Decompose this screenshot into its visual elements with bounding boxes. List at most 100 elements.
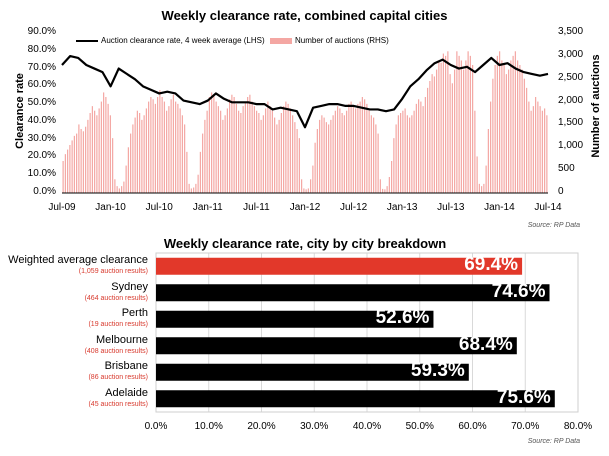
auction-bar (508, 69, 510, 193)
auction-bar (91, 106, 93, 193)
x-tick-label: Jan-10 (95, 202, 126, 213)
y-tick-label: 60.0% (27, 79, 56, 91)
auction-bar (217, 106, 219, 193)
auction-bar (73, 135, 75, 193)
y2-tick-label: 1,000 (558, 140, 584, 152)
auction-bar (332, 115, 334, 193)
auction-bar (521, 69, 523, 193)
auction-bar (305, 189, 307, 193)
auction-bar (438, 60, 440, 194)
y-tick-label: 90.0% (27, 26, 56, 37)
auction-bar (150, 97, 152, 193)
auction-bar (357, 103, 359, 193)
auction-bar (384, 189, 386, 193)
auction-bar (481, 186, 483, 193)
bar-value-label: 75.6% (496, 386, 551, 408)
auction-bar (265, 108, 267, 193)
auction-bar (485, 165, 487, 193)
y2-tick-label: 1,500 (558, 117, 584, 129)
auction-bar (134, 117, 136, 193)
auction-bar (197, 174, 199, 193)
top-source: Source: RP Data (527, 222, 580, 229)
auction-bar (296, 129, 298, 193)
auction-bar (172, 94, 174, 193)
auction-bar (526, 87, 528, 193)
auction-bar (469, 55, 471, 193)
x-tick-label: 50.0% (405, 421, 434, 432)
x-tick-label: 20.0% (247, 421, 276, 432)
auction-bar (474, 110, 476, 193)
auction-bar (235, 103, 237, 193)
auction-bar (386, 186, 388, 193)
auction-bar (271, 110, 273, 193)
auction-bar (346, 110, 348, 193)
auction-bar (220, 110, 222, 193)
bar-value-label: 74.6% (491, 280, 546, 302)
auction-bar (422, 106, 424, 193)
category-note: (86 auction results) (88, 374, 148, 382)
auction-bar (303, 188, 305, 193)
auction-bar (505, 74, 507, 193)
auction-bar (202, 133, 204, 193)
auction-bar (364, 99, 366, 193)
bar-brisbane (156, 363, 469, 381)
bar-value-label: 59.3% (410, 360, 465, 382)
auction-bar (339, 108, 341, 193)
bottom-source: Source: RP Data (527, 438, 580, 445)
auction-bar (100, 101, 102, 193)
auction-bar (355, 108, 357, 193)
auction-bar (143, 115, 145, 193)
auction-bar (487, 129, 489, 193)
auction-bar (312, 165, 314, 193)
x-tick-label: Jul-10 (145, 202, 173, 213)
auction-bar (215, 101, 217, 193)
auction-bar (427, 87, 429, 193)
category-label: Brisbane (104, 360, 148, 373)
auction-bar (530, 110, 532, 193)
auction-bar (343, 115, 345, 193)
auction-bar (330, 119, 332, 193)
auction-bar (105, 97, 107, 193)
x-tick-label: Jul-12 (339, 202, 368, 213)
auction-bar (96, 115, 98, 193)
auction-bar (260, 119, 262, 193)
bar-perth (156, 310, 434, 328)
auction-bar (222, 119, 224, 193)
category-note: (19 auction results) (88, 321, 148, 329)
auction-bar (454, 69, 456, 193)
auction-bar (80, 129, 82, 193)
auction-bar (161, 97, 163, 193)
auction-bar (123, 181, 125, 193)
plot-frame (155, 252, 579, 413)
auction-bar (388, 177, 390, 193)
auction-bar (496, 55, 498, 193)
auction-bar (118, 188, 120, 193)
y2-tick-label: 2,500 (558, 71, 584, 83)
y-tick-label: 30.0% (27, 132, 56, 144)
auction-bar (404, 108, 406, 193)
top-chart-title: Weekly clearance rate, combined capital … (161, 8, 448, 23)
auction-bar (519, 65, 521, 193)
x-tick-label: Jul-11 (243, 202, 270, 213)
category-note: (45 auction results) (88, 400, 148, 408)
auction-bar (204, 119, 206, 193)
auction-bar (370, 115, 372, 193)
auction-bar (409, 117, 411, 193)
auction-bar (406, 115, 408, 193)
auction-bar (251, 101, 253, 193)
auction-bar (238, 110, 240, 193)
auction-bar (395, 124, 397, 193)
x-tick-label: 10.0% (194, 421, 223, 432)
y-tick-label: 20.0% (27, 150, 56, 162)
auction-bar (535, 97, 537, 193)
auction-bar (366, 103, 368, 193)
auction-bar (64, 154, 66, 193)
auction-bar (352, 106, 354, 193)
auction-bar (325, 122, 327, 193)
auction-bar (141, 119, 143, 193)
auction-bar (148, 101, 150, 193)
category-label: Melbourne (96, 333, 148, 346)
bottom-chart-title: Weekly clearance rate, city by city brea… (163, 236, 447, 251)
x-tick-label: 0.0% (144, 421, 168, 432)
auction-bar (132, 124, 134, 193)
